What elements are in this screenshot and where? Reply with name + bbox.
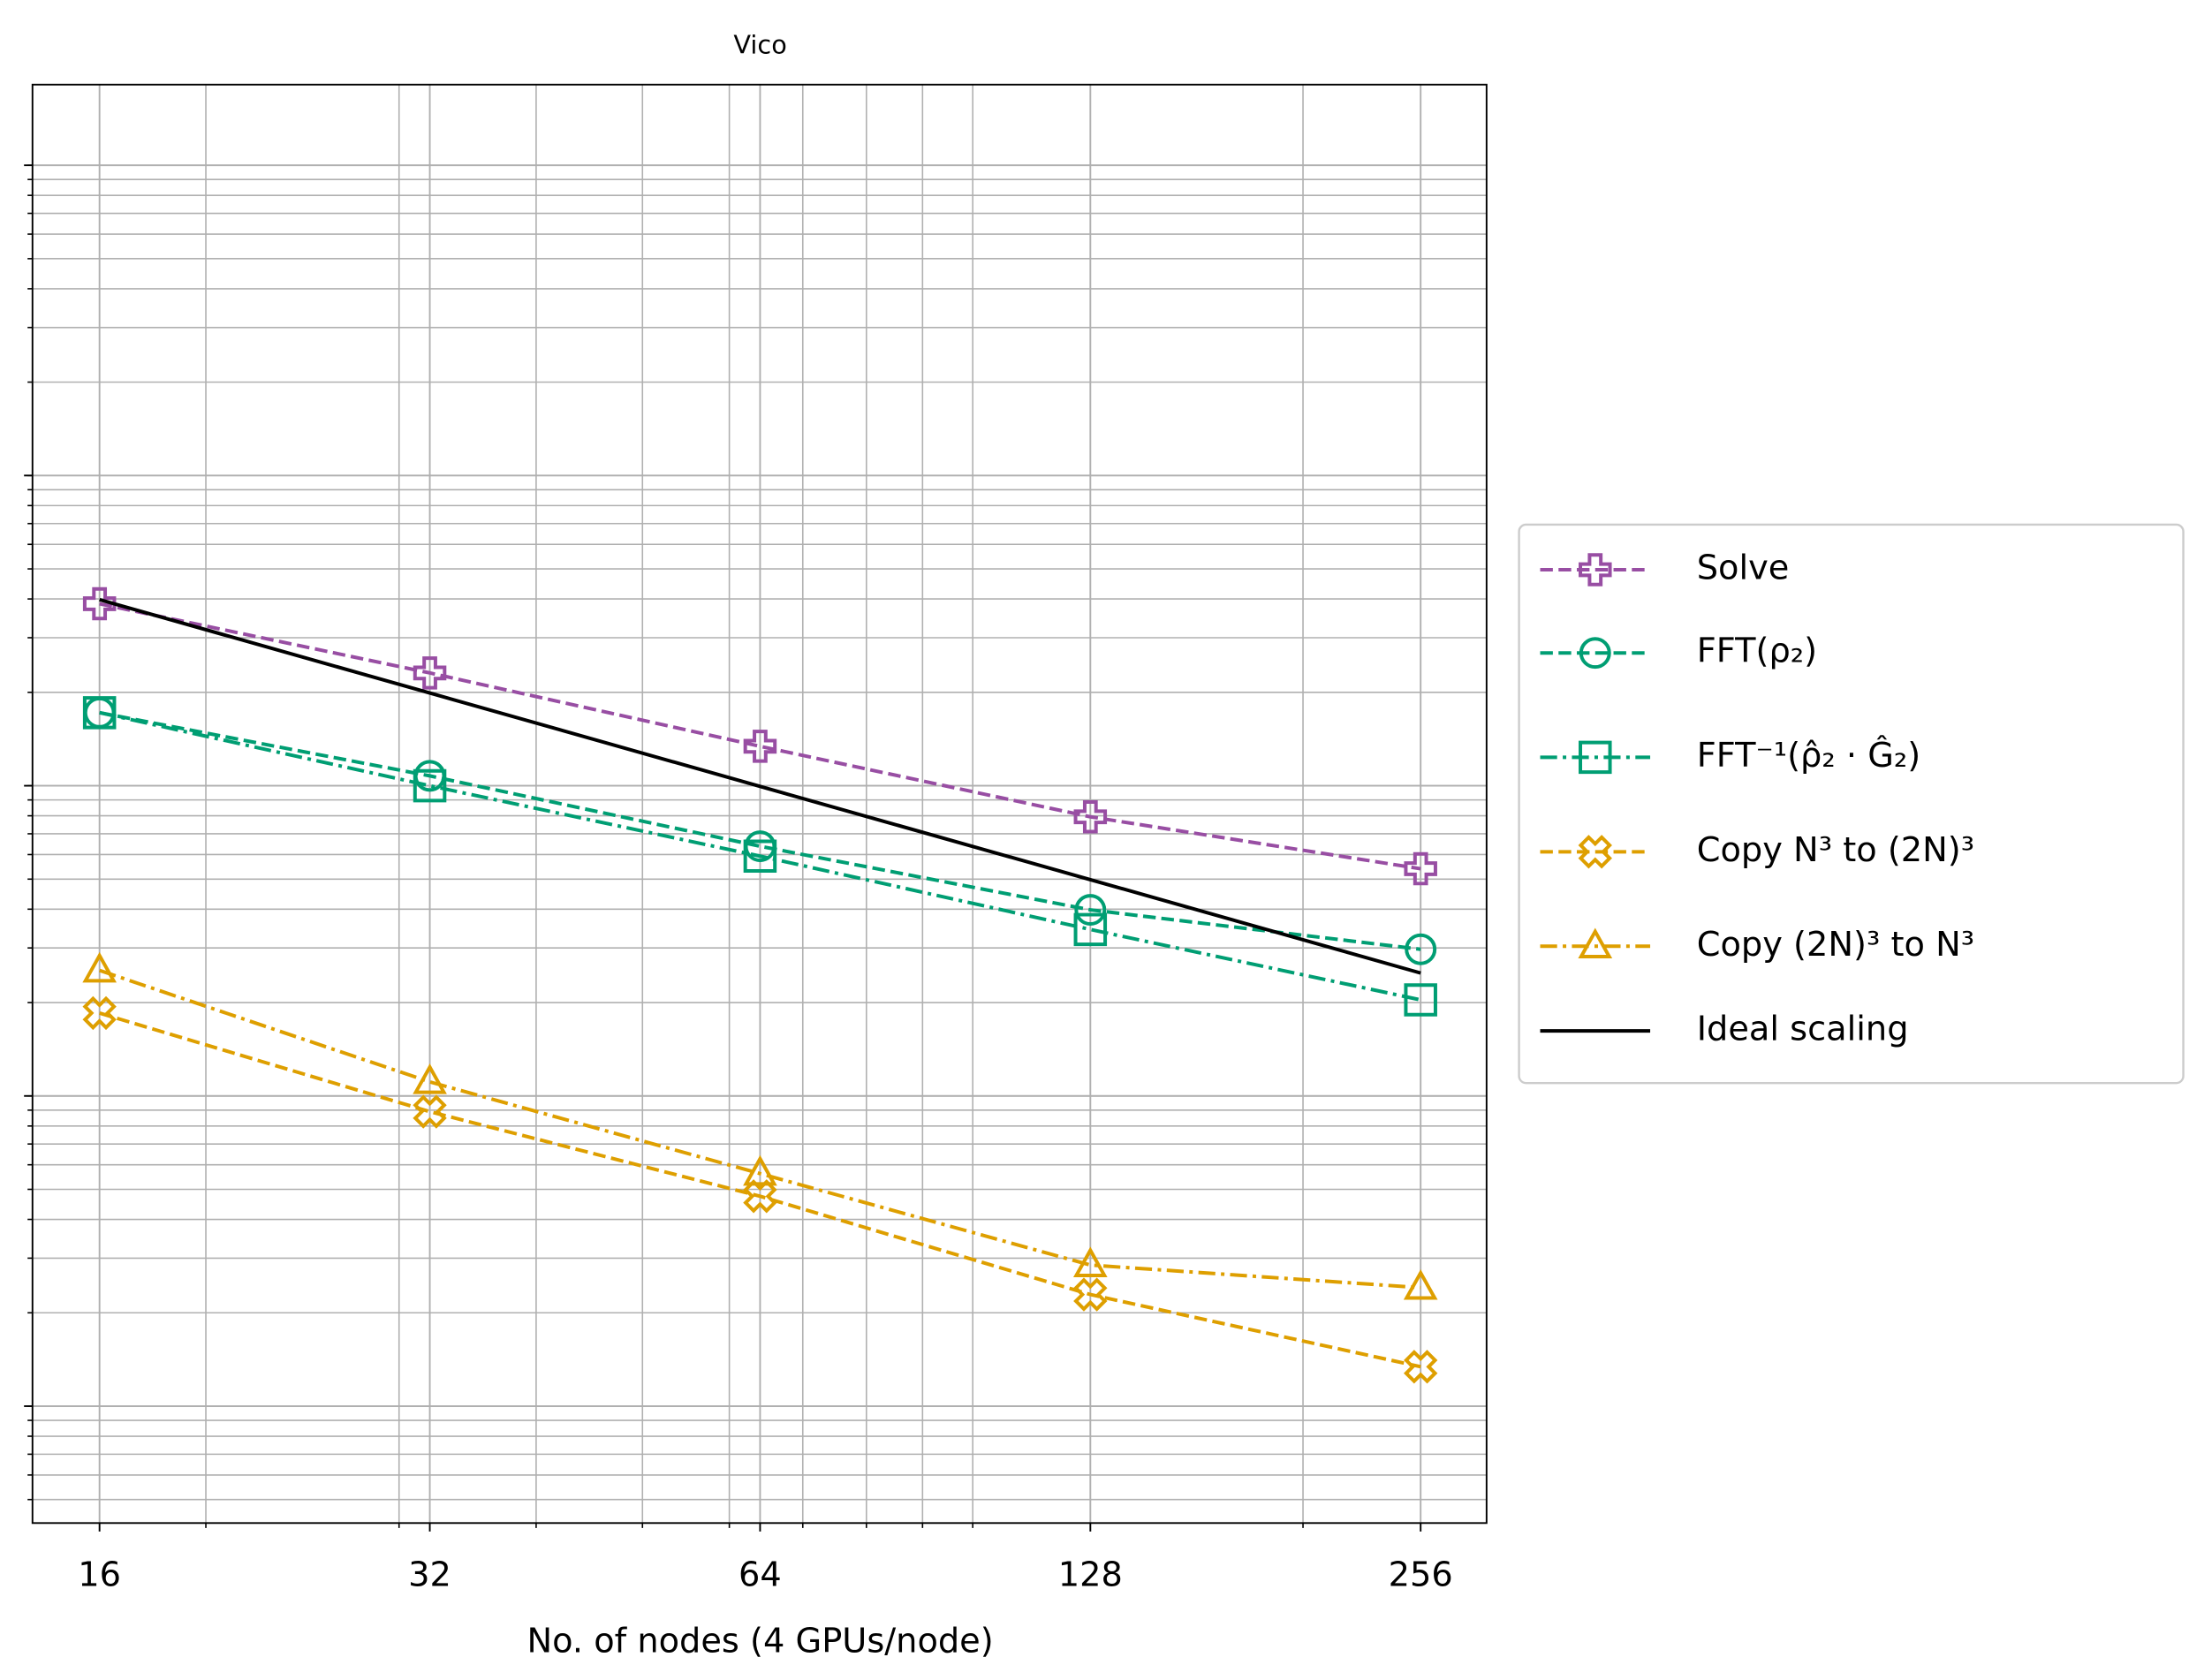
marker [82, 586, 117, 621]
marker [1073, 912, 1108, 947]
chart-title: Vico [733, 30, 786, 60]
marker [413, 1094, 447, 1129]
marker [1072, 1246, 1108, 1277]
x-tick-label: 128 [1058, 1555, 1123, 1594]
series-line [99, 710, 1421, 1002]
marker [1579, 740, 1612, 775]
series-line [99, 597, 1421, 975]
series-line [99, 1011, 1421, 1369]
marker [1578, 927, 1613, 959]
marker [1073, 799, 1108, 834]
legend-label: Copy (2N)³ to N³ [1697, 925, 1974, 965]
marker [413, 656, 447, 690]
series-line [99, 710, 1421, 951]
legend-frame [1518, 523, 2185, 1085]
marker [743, 730, 777, 763]
marker [1074, 894, 1107, 927]
marker [1404, 851, 1437, 886]
marker [82, 995, 117, 1031]
x-tick-label: 64 [739, 1555, 782, 1594]
grid [32, 84, 1487, 1524]
marker [1579, 637, 1611, 670]
marker [743, 839, 777, 874]
plot-frame [31, 83, 1488, 1525]
marker [1404, 983, 1437, 1017]
marker [743, 1179, 777, 1214]
marker [413, 1063, 447, 1094]
x-axis-label: No. of nodes (4 GPUs/node) [527, 1622, 994, 1661]
marker [1404, 1350, 1438, 1384]
x-tick-label: 16 [78, 1555, 121, 1594]
legend-label: Copy N³ to (2N)³ [1697, 830, 1974, 870]
legend-label: FFT(ρ₂) [1697, 632, 1817, 671]
legend-label: Ideal scaling [1697, 1010, 1909, 1049]
marker [743, 1154, 777, 1186]
x-tick-label: 32 [408, 1555, 451, 1594]
marker [1578, 835, 1612, 869]
legend-label: FFT⁻¹(ρ̂₂ · Ĝ₂) [1697, 734, 1920, 776]
marker [1405, 933, 1437, 965]
marker [1073, 1277, 1108, 1312]
series-line [99, 968, 1421, 1290]
legend-label: Solve [1697, 549, 1790, 588]
marker [1403, 1268, 1438, 1300]
x-tick-label: 256 [1389, 1555, 1453, 1594]
marker [82, 951, 117, 983]
marker [82, 696, 117, 730]
marker [413, 768, 447, 803]
marker [1579, 553, 1612, 586]
legend: Solve FFT(ρ₂) FFT⁻¹(ρ̂₂ · Ĝ₂) Copy N³ to (2… [1518, 523, 2185, 1085]
series-line [99, 602, 1421, 871]
